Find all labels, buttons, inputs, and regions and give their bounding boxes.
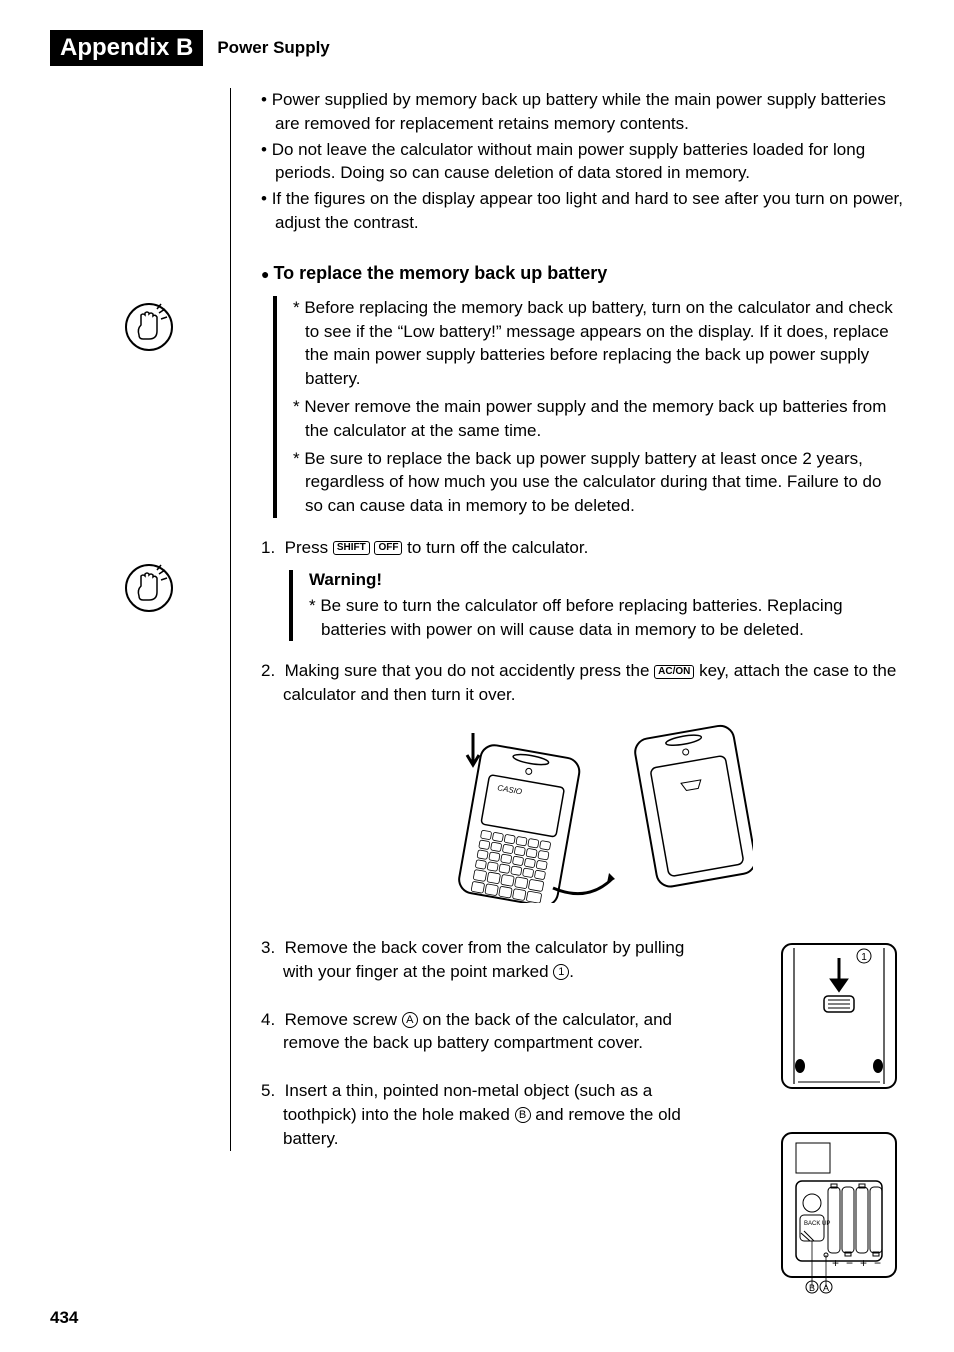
warning-block: * Before replacing the memory back up ba… [273, 296, 904, 518]
intro-bullets: Power supplied by memory back up battery… [261, 88, 904, 235]
page-number: 434 [50, 1308, 78, 1328]
marker-1-icon: 1 [553, 964, 569, 980]
shift-key-icon: SHIFT [333, 541, 370, 555]
appendix-title: Power Supply [217, 38, 329, 58]
svg-text:1: 1 [861, 952, 867, 963]
warning-text: Before replacing the memory back up batt… [304, 298, 892, 388]
warning-item: * Be sure to turn the calculator off bef… [309, 594, 904, 642]
warning-text: Never remove the main power supply and t… [304, 397, 886, 440]
warning-text: Be sure to replace the back up power sup… [304, 449, 881, 516]
off-key-icon: OFF [374, 541, 402, 555]
warning-text: Be sure to turn the calculator off befor… [320, 596, 842, 639]
warning-block: Warning! * Be sure to turn the calculato… [289, 570, 904, 642]
step-5: 5. Insert a thin, pointed non-metal obje… [261, 1079, 691, 1150]
acon-key-icon: AC/ON [654, 665, 694, 679]
step-number: 5. [261, 1081, 275, 1100]
step-number: 4. [261, 1010, 275, 1029]
step-text: Remove screw [285, 1010, 402, 1029]
svg-text:−: − [874, 1256, 881, 1270]
step-text: Making sure that you do not accidently p… [285, 661, 654, 680]
section-heading: To replace the memory back up battery [261, 263, 904, 284]
svg-text:−: − [846, 1256, 853, 1270]
step-3: 3. Remove the back cover from the calcul… [261, 936, 691, 984]
step-text: . [569, 962, 574, 981]
marker-b-icon: B [515, 1107, 531, 1123]
warning-item: * Before replacing the memory back up ba… [293, 296, 904, 391]
svg-text:BACK UP: BACK UP [804, 1221, 830, 1227]
bullet-item: If the figures on the display appear too… [261, 187, 904, 235]
step-text: to turn off the calculator. [402, 538, 588, 557]
step-text: Remove the back cover from the calculato… [283, 938, 684, 981]
calculator-flip-illustration: CASIO [261, 723, 904, 908]
step-1: 1. Press SHIFT OFF to turn off the calcu… [261, 536, 904, 560]
svg-text:+: + [860, 1256, 867, 1270]
battery-compartment-diagram: BACK UP + − + − [774, 1125, 904, 1300]
step-text: Press [285, 538, 333, 557]
svg-text:A: A [823, 1283, 829, 1293]
appendix-badge: Appendix B [50, 30, 203, 66]
back-cover-diagram: 1 [774, 936, 904, 1101]
bullet-item: Do not leave the calculator without main… [261, 138, 904, 186]
svg-text:B: B [809, 1283, 815, 1293]
warning-item: * Be sure to replace the back up power s… [293, 447, 904, 518]
warning-hand-icon [121, 299, 181, 360]
step-2: 2. Making sure that you do not accidentl… [261, 659, 904, 707]
step-number: 3. [261, 938, 275, 957]
step-number: 2. [261, 661, 275, 680]
step-number: 1. [261, 538, 275, 557]
svg-text:+: + [832, 1256, 839, 1270]
warning-hand-icon [121, 560, 181, 621]
warning-title: Warning! [309, 570, 904, 590]
marker-a-icon: A [402, 1012, 418, 1028]
step-4: 4. Remove screw A on the back of the cal… [261, 1008, 691, 1056]
warning-item: * Never remove the main power supply and… [293, 395, 904, 443]
bullet-item: Power supplied by memory back up battery… [261, 88, 904, 136]
